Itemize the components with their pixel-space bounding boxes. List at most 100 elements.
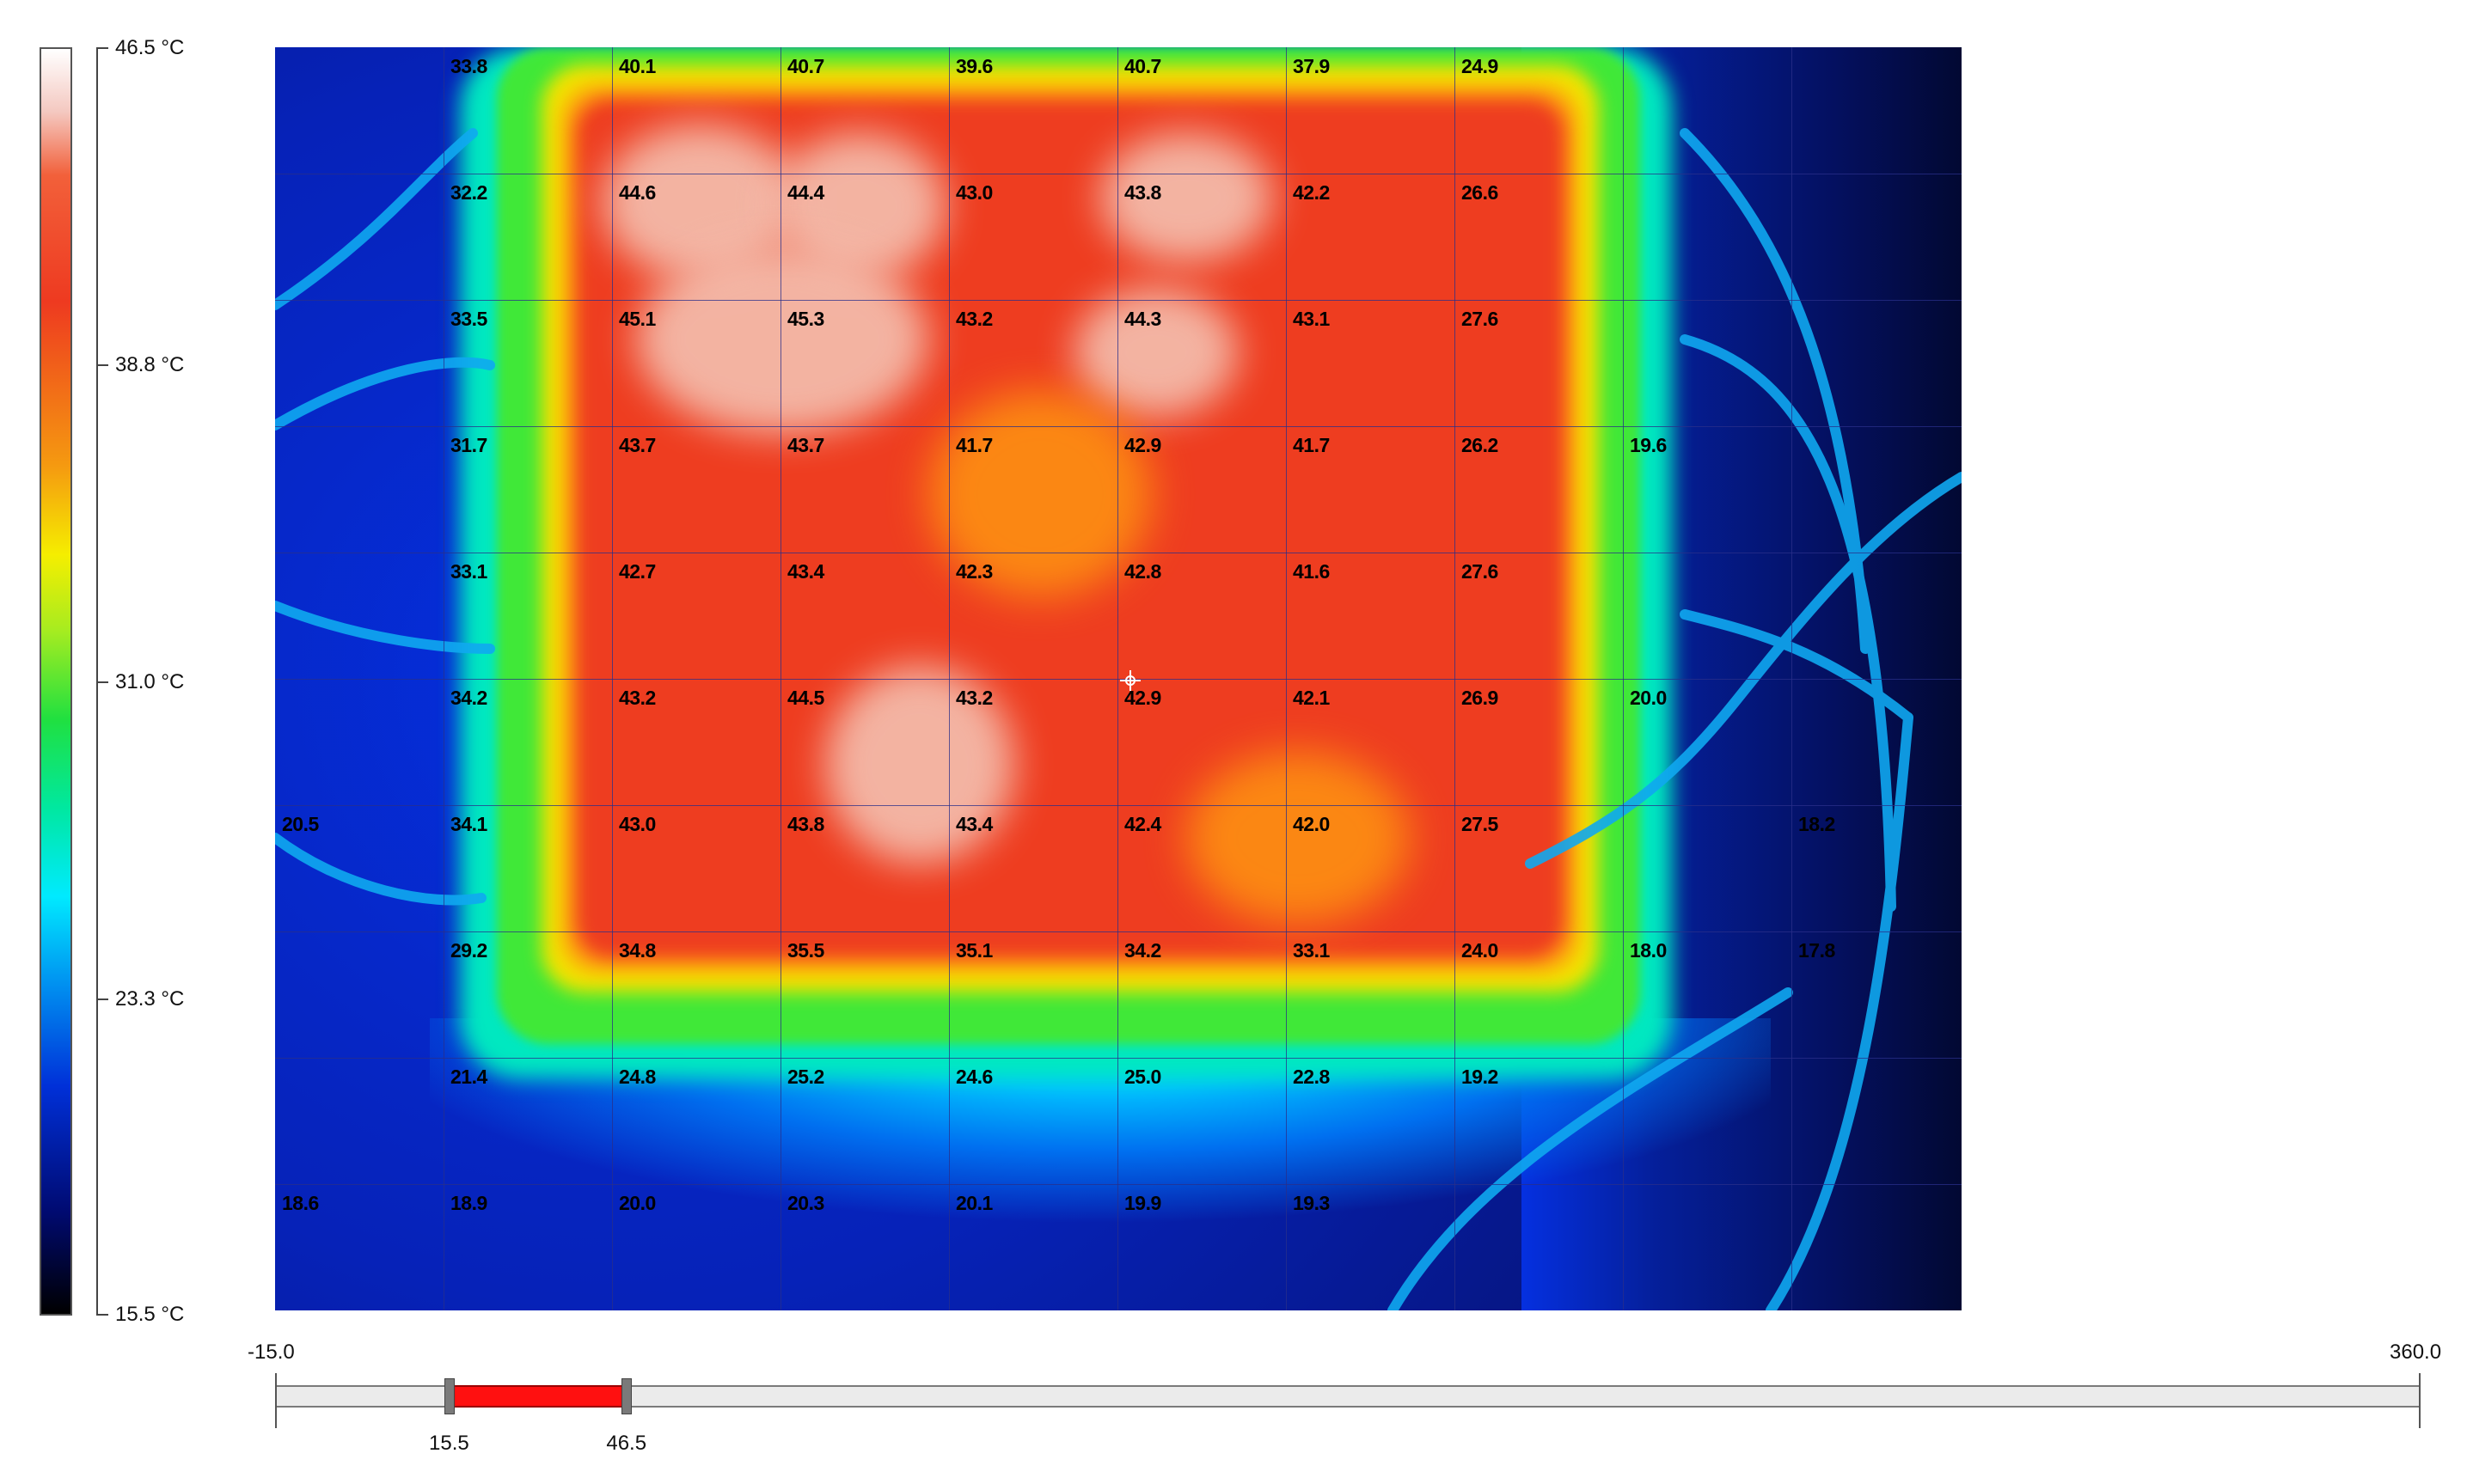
temperature-value: 40.7: [1124, 55, 1161, 77]
temperature-value: 43.8: [1124, 181, 1161, 204]
temperature-value: 34.2: [450, 687, 487, 709]
grid-line: [275, 300, 1962, 301]
temperature-value: 34.1: [450, 813, 487, 835]
temperature-value: 27.6: [1461, 308, 1498, 330]
range-max-label: 360.0: [2390, 1340, 2442, 1364]
temperature-value: 17.8: [1798, 939, 1835, 962]
temperature-value: 42.8: [1124, 560, 1161, 583]
temperature-value: 42.0: [1293, 813, 1330, 835]
temperature-value: 24.6: [956, 1066, 993, 1088]
temperature-value: 43.1: [1293, 308, 1330, 330]
temperature-value: 40.1: [619, 55, 656, 77]
temperature-value: 22.8: [1293, 1066, 1330, 1088]
grid-line: [275, 805, 1962, 806]
temperature-value: 39.6: [956, 55, 993, 77]
temperature-value: 18.9: [450, 1192, 487, 1214]
temperature-value: 41.6: [1293, 560, 1330, 583]
hotspot: [1074, 288, 1238, 417]
scale-tick: [96, 364, 108, 366]
temperature-value: 44.6: [619, 181, 656, 204]
temperature-value: 24.8: [619, 1066, 656, 1088]
temperature-value: 35.5: [787, 939, 824, 962]
temperature-value: 24.9: [1461, 55, 1498, 77]
temperature-value: 43.7: [787, 434, 824, 456]
temperature-value: 31.7: [450, 434, 487, 456]
scale-tick: [96, 1314, 108, 1316]
grid-line: [275, 931, 1962, 932]
scale-tick: [96, 998, 108, 1000]
thermal-image[interactable]: 33.8 40.1 40.7 39.6 40.7 37.9 24.9 32.2 44.6 44.4…: [275, 47, 1962, 1310]
scale-tick: [96, 47, 108, 49]
range-slider-track[interactable]: [275, 1385, 2421, 1408]
temperature-value: 43.4: [787, 560, 824, 583]
temperature-value: 24.0: [1461, 939, 1498, 962]
temperature-value: 20.5: [282, 813, 319, 835]
temperature-value: 26.2: [1461, 434, 1498, 456]
temperature-value: 42.3: [956, 560, 993, 583]
temperature-value: 42.2: [1293, 181, 1330, 204]
temperature-value: 19.2: [1461, 1066, 1498, 1088]
crosshair-cursor[interactable]: [1120, 670, 1141, 691]
temperature-value: 44.4: [787, 181, 824, 204]
grid-line: [275, 1184, 1962, 1185]
temperature-value: 45.1: [619, 308, 656, 330]
temperature-value: 32.2: [450, 181, 487, 204]
temperature-value: 20.1: [956, 1192, 993, 1214]
scale-label-max: 46.5 °C: [115, 36, 185, 59]
temperature-value: 34.2: [1124, 939, 1161, 962]
temperature-value: 20.0: [619, 1192, 656, 1214]
temperature-value: 42.1: [1293, 687, 1330, 709]
temperature-value: 33.8: [450, 55, 487, 77]
range-low-handle[interactable]: [444, 1378, 455, 1414]
temperature-value: 20.0: [1630, 687, 1667, 709]
temperature-value: 43.7: [619, 434, 656, 456]
range-high-label: 46.5: [606, 1432, 647, 1455]
temperature-value: 26.6: [1461, 181, 1498, 204]
temperature-value: 27.5: [1461, 813, 1498, 835]
temperature-value: 43.4: [956, 813, 993, 835]
temperature-value: 44.5: [787, 687, 824, 709]
temperature-value: 34.8: [619, 939, 656, 962]
temperature-value: 18.0: [1630, 939, 1667, 962]
temperature-value: 29.2: [450, 939, 487, 962]
temperature-value: 18.2: [1798, 813, 1835, 835]
cable-traces: [275, 128, 1962, 1310]
temperature-value: 35.1: [956, 939, 993, 962]
warm-spot: [1186, 752, 1410, 924]
range-min-tick: [275, 1373, 277, 1428]
range-high-handle[interactable]: [621, 1378, 633, 1414]
warm-spot: [928, 391, 1152, 597]
scale-label: 38.8 °C: [115, 353, 185, 376]
temperature-value: 42.9: [1124, 687, 1161, 709]
temperature-value: 26.9: [1461, 687, 1498, 709]
temperature-value: 41.7: [1293, 434, 1330, 456]
temperature-value: 44.3: [1124, 308, 1161, 330]
temperature-value: 43.2: [956, 308, 993, 330]
color-scale-bar: [40, 47, 72, 1316]
temperature-value: 19.3: [1293, 1192, 1330, 1214]
hotspot: [825, 666, 1014, 864]
range-selection[interactable]: [450, 1385, 627, 1408]
grid-line: [275, 1058, 1962, 1059]
temperature-value: 40.7: [787, 55, 824, 77]
temperature-value: 43.0: [956, 181, 993, 204]
temperature-value: 43.8: [787, 813, 824, 835]
temperature-value: 19.6: [1630, 434, 1667, 456]
temperature-value: 20.3: [787, 1192, 824, 1214]
grid-line: [275, 679, 1962, 680]
temperature-value: 45.3: [787, 308, 824, 330]
grid-line: [275, 426, 1962, 427]
temperature-value: 43.2: [956, 687, 993, 709]
hotspot: [1100, 133, 1272, 262]
temperature-value: 42.7: [619, 560, 656, 583]
temperature-value: 21.4: [450, 1066, 487, 1088]
temperature-value: 33.1: [450, 560, 487, 583]
range-max-tick: [2419, 1373, 2421, 1428]
range-low-label: 15.5: [429, 1432, 469, 1455]
temperature-value: 42.4: [1124, 813, 1161, 835]
temperature-value: 43.0: [619, 813, 656, 835]
temperature-value: 33.5: [450, 308, 487, 330]
temperature-value: 25.0: [1124, 1066, 1161, 1088]
temperature-value: 43.2: [619, 687, 656, 709]
temperature-value: 37.9: [1293, 55, 1330, 77]
